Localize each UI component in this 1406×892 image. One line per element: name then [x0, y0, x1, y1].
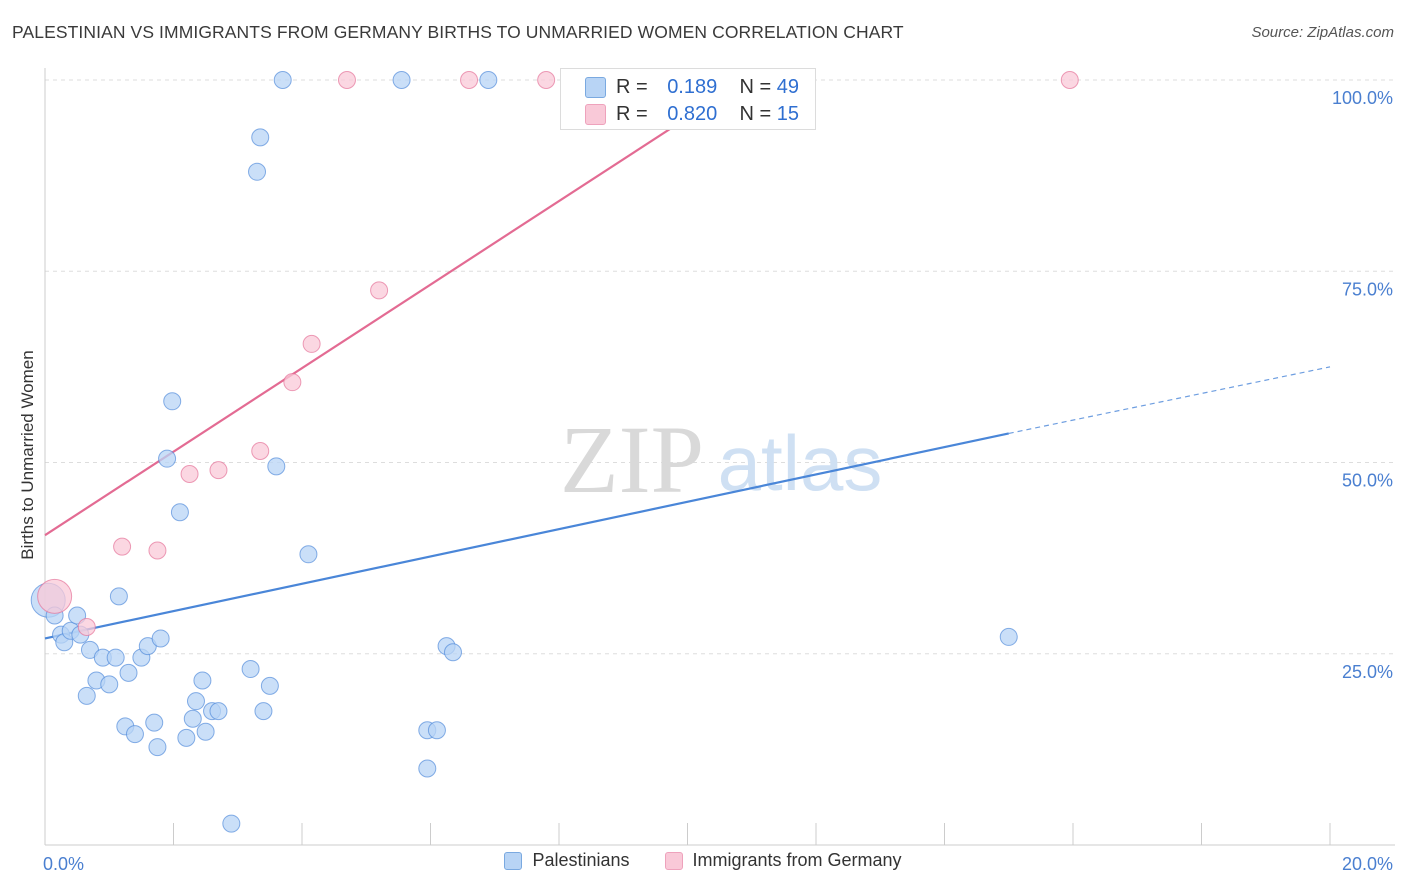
point-palestinians	[392, 71, 411, 89]
legend-row-germany: R = 0.820 N = 15	[585, 102, 799, 126]
point-palestinians	[427, 721, 446, 740]
y-axis-label: Births to Unmarried Women	[18, 350, 37, 560]
chart-title: PALESTINIAN VS IMMIGRANTS FROM GERMANY B…	[12, 22, 904, 42]
point-germany	[283, 373, 302, 392]
point-germany	[337, 71, 356, 89]
point-germany	[209, 461, 228, 480]
point-palestinians	[100, 675, 119, 694]
y-tick-label: 50.0%	[1342, 471, 1393, 491]
point-palestinians	[479, 71, 498, 89]
point-palestinians	[186, 692, 205, 711]
trend-line-palestinians-extension	[1008, 366, 1331, 435]
stats-legend: R = 0.189 N = 49 R = 0.820 N = 15	[560, 68, 816, 130]
point-palestinians	[273, 71, 292, 89]
point-palestinians	[77, 686, 96, 705]
point-germany	[302, 334, 321, 353]
y-tick-label: 75.0%	[1342, 279, 1393, 299]
legend-r-value: 0.820	[667, 102, 718, 125]
watermark-zip: ZIP	[560, 406, 704, 513]
point-palestinians	[68, 606, 87, 625]
axis-layer	[44, 68, 1395, 846]
y-tick-label: 100.0%	[1332, 88, 1393, 108]
legend-n-label: N =	[739, 102, 772, 125]
legend-n-value: 15	[776, 102, 799, 125]
legend-label-palestinians: Palestinians	[532, 850, 630, 870]
watermark: ZIP atlas	[560, 406, 882, 513]
legend-r-label: R =	[616, 75, 648, 98]
legend-row-palestinians: R = 0.189 N = 49	[585, 75, 799, 99]
point-palestinians	[106, 648, 125, 667]
watermark-atlas: atlas	[718, 419, 883, 507]
point-palestinians	[299, 545, 318, 564]
point-palestinians	[148, 738, 167, 757]
point-palestinians	[109, 587, 128, 606]
x-tick-label: 20.0%	[1342, 854, 1393, 874]
legend-r-value: 0.189	[667, 75, 718, 98]
point-palestinians	[267, 457, 286, 476]
point-germany	[537, 71, 556, 89]
legend-swatch-blue	[504, 851, 523, 870]
point-palestinians	[170, 503, 189, 522]
point-germany	[180, 464, 199, 483]
x-tick-label: 0.0%	[43, 854, 84, 874]
point-palestinians	[241, 660, 260, 679]
point-germany	[77, 617, 96, 636]
trend-line-palestinians	[44, 432, 1009, 640]
legend-swatch-pink	[585, 103, 606, 125]
point-germany	[113, 537, 132, 556]
point-germany	[37, 578, 73, 614]
legend-item-germany[interactable]: Immigrants from Germany	[664, 850, 902, 871]
point-palestinians	[248, 162, 267, 181]
point-palestinians	[254, 702, 273, 721]
point-germany	[370, 281, 389, 300]
point-palestinians	[260, 676, 279, 695]
point-palestinians	[151, 629, 170, 648]
point-palestinians	[119, 663, 138, 682]
legend-swatch-blue	[585, 76, 606, 98]
point-palestinians	[443, 643, 462, 662]
point-germany	[251, 442, 270, 461]
points-layer	[30, 71, 1079, 833]
point-palestinians	[418, 759, 437, 778]
legend-item-palestinians[interactable]: Palestinians	[504, 850, 630, 871]
point-palestinians	[163, 392, 182, 411]
legend-r-label: R =	[616, 102, 648, 125]
grid-layer	[45, 79, 1395, 655]
point-palestinians	[209, 702, 228, 721]
point-palestinians	[251, 128, 270, 147]
point-palestinians	[177, 728, 196, 747]
point-palestinians	[158, 449, 177, 468]
point-palestinians	[222, 814, 241, 833]
point-palestinians	[193, 671, 212, 690]
legend-swatch-pink	[664, 851, 683, 870]
point-palestinians	[125, 725, 144, 744]
trend-layer	[44, 79, 1331, 640]
legend-n-label: N =	[739, 75, 772, 98]
y-tick-label: 25.0%	[1342, 662, 1393, 682]
point-germany	[460, 71, 479, 89]
series-legend: Palestinians Immigrants from Germany	[0, 850, 1406, 875]
point-germany	[148, 541, 167, 560]
point-palestinians	[145, 713, 164, 732]
legend-n-value: 49	[776, 75, 799, 98]
source-credit: Source: ZipAtlas.com	[1251, 24, 1394, 41]
point-palestinians	[999, 627, 1018, 646]
legend-label-germany: Immigrants from Germany	[692, 850, 902, 870]
tick-label-layer: 25.0% 50.0% 75.0% 100.0% 0.0% 20.0%	[43, 88, 1393, 874]
point-palestinians	[183, 709, 202, 728]
point-germany	[1060, 71, 1079, 89]
point-palestinians	[196, 722, 215, 741]
